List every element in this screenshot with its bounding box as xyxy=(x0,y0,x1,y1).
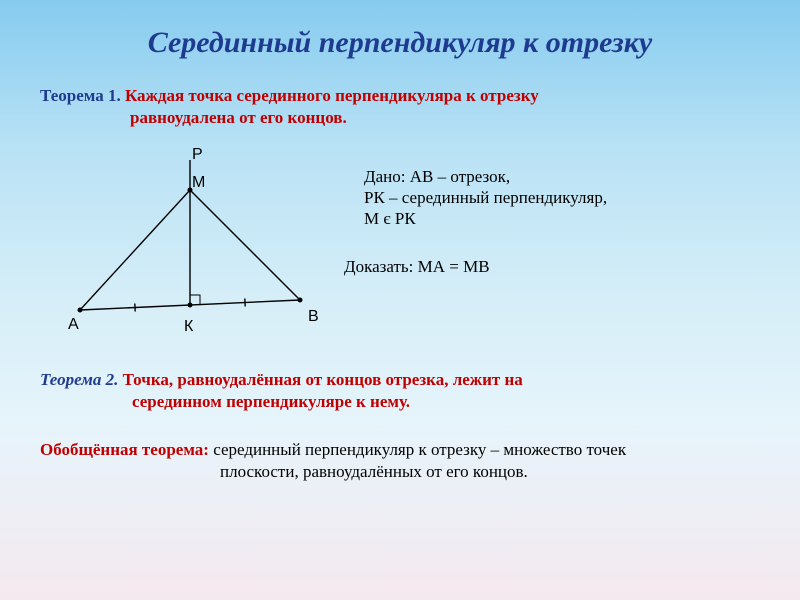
figure-and-given-row: А В К М Р Дано: АВ – отрезок, РК – серед… xyxy=(40,140,760,350)
slide: Серединный перпендикуляр к отрезку Теоре… xyxy=(0,0,800,600)
generalized-theorem: Обобщённая теорема: серединный перпендик… xyxy=(40,440,760,482)
theorem-1-line1: Каждая точка серединного перпендикуляра … xyxy=(121,86,539,105)
theorem-1-label: Теорема 1. xyxy=(40,86,121,105)
point-label-k: К xyxy=(184,318,193,336)
theorem-1: Теорема 1. Каждая точка серединного перп… xyxy=(40,86,760,128)
given-block: Дано: АВ – отрезок, РК – серединный перп… xyxy=(360,140,760,350)
given-line-1: Дано: АВ – отрезок, xyxy=(364,167,760,187)
given-line-3: М є РК xyxy=(364,209,760,229)
theorem-2-line2: серединном перпендикуляре к нему. xyxy=(40,392,760,412)
geometry-figure: А В К М Р xyxy=(40,140,360,350)
generalized-label: Обобщённая теорема: xyxy=(40,440,209,459)
point-label-a: А xyxy=(68,316,79,334)
to-prove: Доказать: МА = МВ xyxy=(344,257,760,277)
given-line-2: РК – серединный перпендикуляр, xyxy=(364,188,760,208)
generalized-line2: плоскости, равноудалённых от его концов. xyxy=(40,462,760,482)
theorem-2-label: Теорема 2. xyxy=(40,370,118,389)
slide-title: Серединный перпендикуляр к отрезку xyxy=(40,26,760,60)
point-label-m: М xyxy=(192,174,205,192)
point-label-p: Р xyxy=(192,146,203,164)
theorem-2: Теорема 2. Точка, равноудалённая от конц… xyxy=(40,370,760,412)
generalized-line1: серединный перпендикуляр к отрезку – мно… xyxy=(209,440,626,459)
theorem-1-line2: равноудалена от его концов. xyxy=(40,108,760,128)
theorem-2-line1: Точка, равноудалённая от концов отрезка,… xyxy=(118,370,522,389)
point-label-b: В xyxy=(308,308,319,326)
